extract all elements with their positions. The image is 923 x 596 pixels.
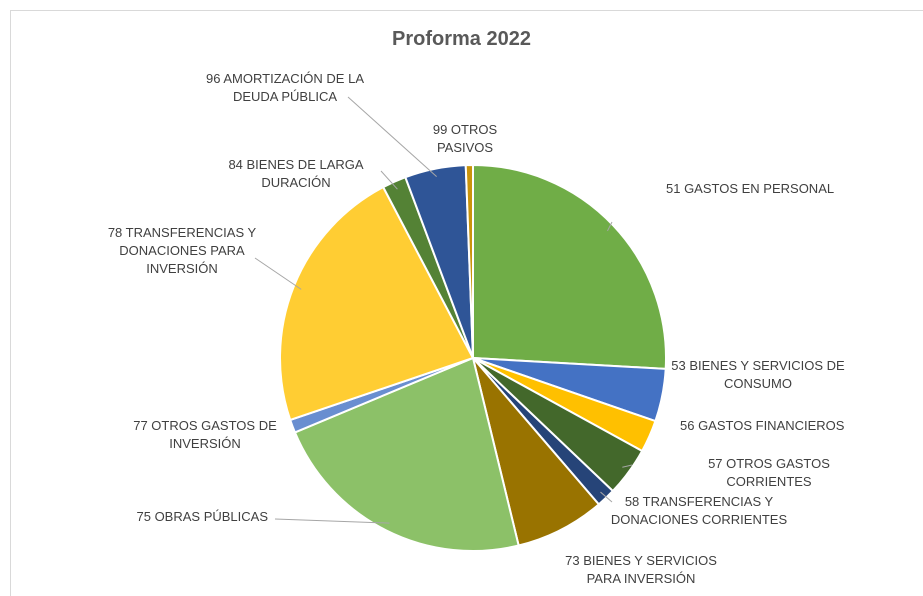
pie-slice (293, 356, 520, 552)
leader-line (622, 464, 633, 468)
data-label: 58 TRANSFERENCIAS Y DONACIONES CORRIENTE… (610, 494, 788, 527)
chart-title: Proforma 2022 (392, 28, 531, 50)
data-label: 53 BIENES Y SERVICIOS DE CONSUMO (671, 358, 845, 391)
data-label: 56 GASTOS FINANCIEROS (680, 418, 845, 433)
data-label: 51 GASTOS EN PERSONAL (666, 181, 835, 196)
pie-slice (472, 163, 667, 370)
data-label: 99 OTROS PASIVOS (432, 122, 498, 155)
leader-line (607, 221, 613, 232)
data-label: 73 BIENES Y SERVICIOS PARA INVERSIÓN (565, 553, 717, 586)
leader-line (254, 257, 302, 290)
data-label: 84 BIENES DE LARGA DURACIÓN (228, 157, 364, 190)
data-label: 57 OTROS GASTOS CORRIENTES (708, 456, 830, 489)
leader-line (600, 491, 613, 503)
leader-line (380, 170, 398, 190)
data-label: 77 OTROS GASTOS DE INVERSIÓN (133, 418, 277, 451)
data-label: 96 AMORTIZACIÓN DE LA DEUDA PÚBLICA (206, 71, 364, 104)
leader-line (347, 96, 437, 177)
pie-slice (464, 163, 474, 359)
data-label: 75 OBRAS PÚBLICAS (136, 509, 269, 524)
pie-slice (279, 185, 475, 422)
leader-line (274, 518, 390, 524)
chart-border (10, 10, 923, 596)
data-label: 78 TRANSFERENCIAS Y DONACIONES PARA INVE… (107, 225, 257, 276)
